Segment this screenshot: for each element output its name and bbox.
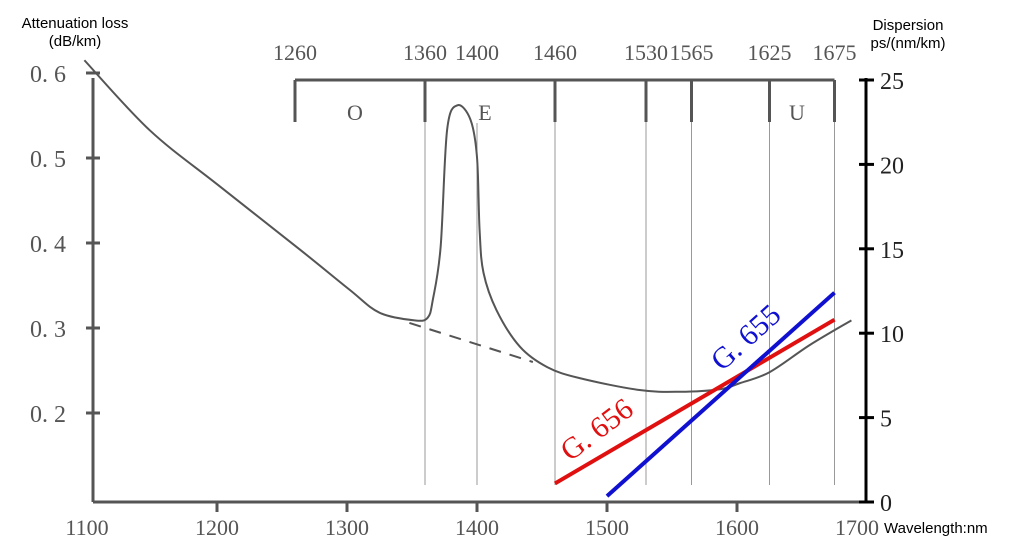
series-line-g655 xyxy=(605,291,836,498)
left-axis-tick-label: 0. 5 xyxy=(30,147,66,173)
band-name-label: O xyxy=(347,100,363,125)
x-axis-tick-label: 1500 xyxy=(585,515,629,540)
x-axis-tick-label: 1100 xyxy=(65,515,108,540)
series-label-g655: G. 655 xyxy=(705,298,788,377)
left-axis-tick-label: 0. 3 xyxy=(30,317,66,343)
right-axis-tick-label: 5 xyxy=(880,407,892,433)
x-axis-tick-label: 1300 xyxy=(325,515,369,540)
right-axis-tick-label: 15 xyxy=(880,238,904,264)
left-axis-tick-label: 0. 2 xyxy=(30,402,66,428)
x-axis-tick-label: 1400 xyxy=(455,515,499,540)
right-axis-title-line2: ps/(nm/km) xyxy=(871,35,946,52)
band-bracket: 1260 1360 1400 1460 1530 1565 1625 1675 O E U xyxy=(273,40,857,125)
x-axis-tick-label: 1200 xyxy=(195,515,239,540)
x-axis-label: Wavelength:nm xyxy=(884,520,988,537)
right-axis-tick-label: 20 xyxy=(880,153,904,179)
x-axis-tick-label: 1700 xyxy=(835,515,879,540)
series-label-g656: G. 656 xyxy=(554,392,639,468)
series-group xyxy=(83,59,852,498)
right-axis-title-line1: Dispersion xyxy=(873,17,944,34)
right-axis-tick-label: 25 xyxy=(880,69,904,95)
band-name-label: E xyxy=(478,100,491,125)
right-axis-tick-label: 10 xyxy=(880,322,904,348)
x-axis-tick-label: 1600 xyxy=(715,515,759,540)
band-boundary-label: 1625 xyxy=(748,40,792,65)
band-grid-lines xyxy=(424,122,835,485)
attenuation-curve xyxy=(83,59,852,393)
right-axis-tick-label: 0 xyxy=(880,491,892,517)
left-axis-title-line1: Attenuation loss xyxy=(22,15,129,32)
band-boundary-label: 1530 xyxy=(624,40,668,65)
band-boundary-label: 1260 xyxy=(273,40,317,65)
attenuation-baseline-dashed xyxy=(409,321,534,363)
band-boundary-label: 1565 xyxy=(670,40,714,65)
band-name-label: U xyxy=(789,100,805,125)
band-boundary-label: 1675 xyxy=(813,40,857,65)
series-line-g656 xyxy=(553,317,836,486)
band-boundary-label: 1360 xyxy=(403,40,447,65)
left-axis-title-line2: (dB/km) xyxy=(49,33,102,50)
axes: 0. 2 0. 3 0. 4 0. 5 0. 6 0 5 10 15 20 25 1100 1200 13… xyxy=(30,62,904,540)
band-boundary-label: 1460 xyxy=(533,40,577,65)
band-boundary-label: 1400 xyxy=(455,40,499,65)
left-axis-tick-label: 0. 4 xyxy=(30,232,66,258)
left-axis-tick-label: 0. 6 xyxy=(30,62,66,88)
